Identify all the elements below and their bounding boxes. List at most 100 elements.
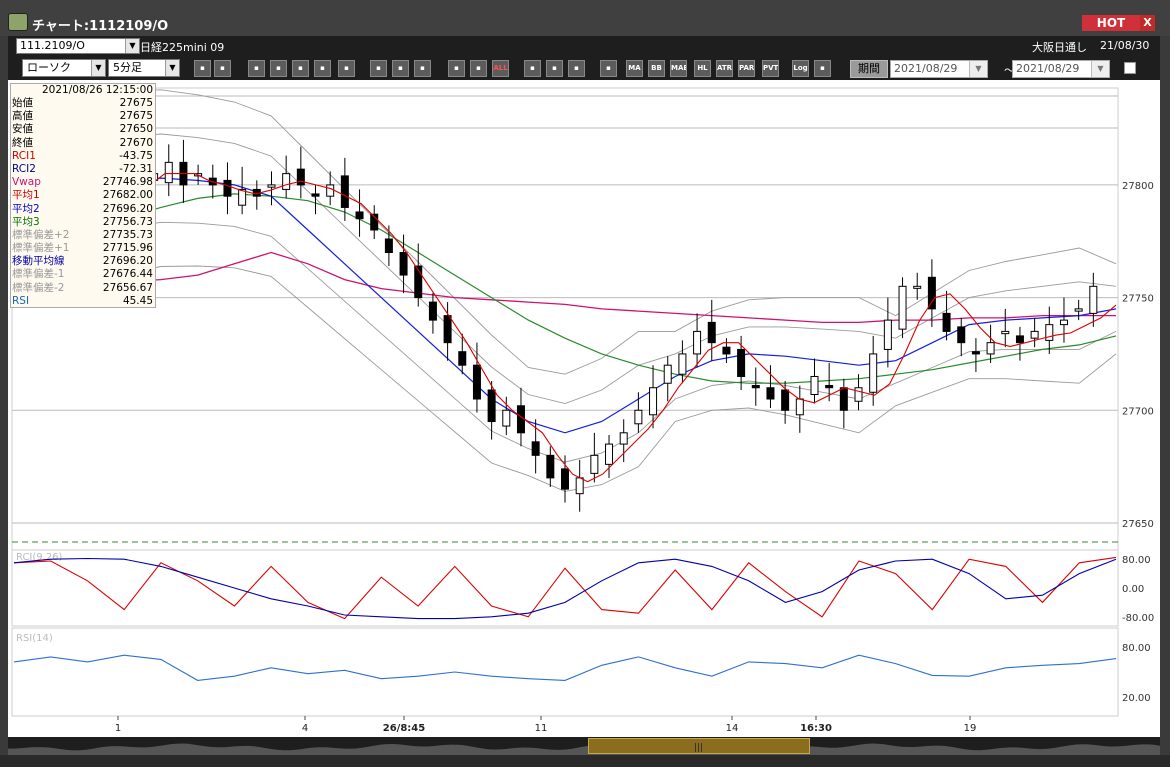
bollinger-band-line	[13, 133, 1117, 404]
calendar-icon[interactable]: ▼	[1091, 61, 1109, 77]
chart-type-select[interactable]: ローソク ▼	[22, 59, 106, 77]
candle-body	[472, 364, 481, 400]
para-tool-button[interactable]: PARA	[738, 60, 755, 77]
info-label: 安値	[12, 123, 33, 136]
pvt-tool-button[interactable]: PVT	[762, 60, 779, 77]
info-value: 27696.20	[102, 255, 153, 268]
candle-body	[311, 193, 320, 197]
atr-tool-button[interactable]: ATR	[716, 60, 733, 77]
candle-body	[1045, 324, 1054, 341]
info-value: 27696.20	[102, 202, 153, 215]
info-row: RSI 45.45	[11, 295, 155, 308]
price-tick-label: 27650	[1122, 519, 1154, 530]
compare-tool-button[interactable]: ▪	[314, 60, 331, 77]
x-tick-label: 1	[115, 723, 121, 734]
candle-tool-button[interactable]: ▪	[448, 60, 465, 77]
hot-button[interactable]: HOT	[1082, 15, 1140, 31]
info-row: 平均3 27756.73	[11, 216, 155, 229]
export-tool-button[interactable]: ▪	[814, 60, 831, 77]
info-value: 27650	[119, 123, 153, 136]
buy-tool-button[interactable]: ▪	[248, 60, 265, 77]
candle-body	[414, 265, 423, 299]
bollinger-band-line	[13, 221, 1117, 463]
symbol-select[interactable]: 111.2109/O ▼	[16, 38, 140, 54]
mae-tool-button[interactable]: MAE	[670, 60, 687, 77]
info-label: RCI1	[12, 149, 36, 162]
app-icon	[8, 13, 28, 31]
candle-body	[634, 409, 643, 425]
pie-tool-button[interactable]: ▪	[568, 60, 585, 77]
rci-slow-line	[13, 557, 1117, 620]
chevron-down-icon[interactable]: ▼	[91, 60, 105, 76]
candle-body	[942, 312, 951, 332]
zoom-tool-button[interactable]: ▪	[194, 60, 211, 77]
candle-body	[795, 398, 804, 416]
candle-body	[458, 351, 467, 366]
chart-type-value: ローソク	[27, 61, 71, 74]
ma-mid-line	[13, 177, 1117, 434]
hl2-tool-button[interactable]: HL	[694, 60, 711, 77]
interval-select[interactable]: 5分足 ▼	[108, 59, 180, 77]
candle-body	[561, 468, 569, 490]
info-row: 安値 27650	[11, 123, 155, 136]
undo-tool-button[interactable]: ▪	[414, 60, 431, 77]
info-row: 平均1 27682.00	[11, 189, 155, 202]
info-value: 45.45	[122, 294, 153, 307]
chart-panel[interactable]: 27800 27750 27700 27650 80.00 0.00 -80.00 RCI(9…	[8, 80, 1160, 737]
candle-body	[238, 188, 247, 206]
draw-tool-button[interactable]: ▪	[370, 60, 387, 77]
info-tool-button[interactable]: ▪	[338, 60, 355, 77]
info-value: 27715.96	[102, 242, 153, 255]
interval-value: 5分足	[113, 61, 142, 74]
chevron-down-icon[interactable]: ▼	[125, 39, 139, 53]
cross-tool-button[interactable]: ▪	[214, 60, 231, 77]
candle-body	[502, 409, 511, 427]
price-chart[interactable]: 27800 27750 27700 27650 80.00 0.00 -80.00 RCI(9…	[8, 80, 1160, 737]
info-row: Vwap 27746.98	[11, 176, 155, 189]
pointer-tool-button[interactable]: ▪	[392, 60, 409, 77]
candle-body	[399, 252, 408, 276]
chevron-down-icon[interactable]: ▼	[165, 60, 179, 76]
sell-tool-button[interactable]: ▪	[270, 60, 287, 77]
candle-body	[810, 375, 819, 395]
volume-tool-button[interactable]: ▪	[470, 60, 487, 77]
ma-tool-button[interactable]: MA	[626, 60, 643, 77]
bb-tool-button[interactable]: BB	[648, 60, 665, 77]
window-title: チャート:1112109/O	[32, 19, 169, 34]
date-from-input[interactable]: 2021/08/29 ▼	[890, 60, 988, 78]
info-value: 27656.67	[102, 281, 153, 294]
info-value: -43.75	[119, 149, 153, 162]
candle-body	[869, 353, 878, 393]
candle-body	[825, 384, 834, 389]
candle-body	[605, 443, 614, 465]
candle-body	[781, 389, 790, 411]
candle-body	[986, 342, 995, 355]
candle-body	[1059, 319, 1068, 326]
info-row: 標準偏差-1 27676.44	[11, 268, 155, 281]
scroll-thumb[interactable]: |||	[588, 738, 810, 754]
settings-tool-button[interactable]: ▪	[524, 60, 541, 77]
candle-body	[722, 346, 731, 355]
color-tool-button[interactable]: ▪	[546, 60, 563, 77]
all-tool-button[interactable]: ALL	[492, 60, 509, 77]
candle-body	[693, 330, 702, 355]
hl-tool-button[interactable]: ▪	[292, 60, 309, 77]
price-tick-label: 27800	[1122, 181, 1154, 192]
scroll-overview	[8, 743, 1160, 755]
rci-tick-label: 80.00	[1122, 555, 1151, 566]
calendar-icon[interactable]: ▼	[969, 61, 987, 77]
info-label: 高値	[12, 110, 33, 123]
info-value: 27735.73	[102, 228, 153, 241]
period-button[interactable]: 期間	[850, 60, 888, 78]
time-scrollbar[interactable]: |||	[8, 737, 1160, 755]
symbol-row: 111.2109/O ▼ 日経225mini 09 大阪日通し 21/08/30	[8, 36, 1160, 56]
log-tool-button[interactable]: Log	[792, 60, 809, 77]
date-range-checkbox[interactable]	[1124, 62, 1136, 74]
candle-body	[384, 238, 393, 254]
rsi-panel-frame	[11, 627, 1119, 717]
info-row: RCI2 -72.31	[11, 163, 155, 176]
close-button[interactable]: X	[1140, 15, 1155, 31]
date-to-input[interactable]: 2021/08/29 ▼	[1012, 60, 1110, 78]
ichimoku-tool-button[interactable]: ▪	[600, 60, 617, 77]
candle-body	[223, 179, 232, 197]
